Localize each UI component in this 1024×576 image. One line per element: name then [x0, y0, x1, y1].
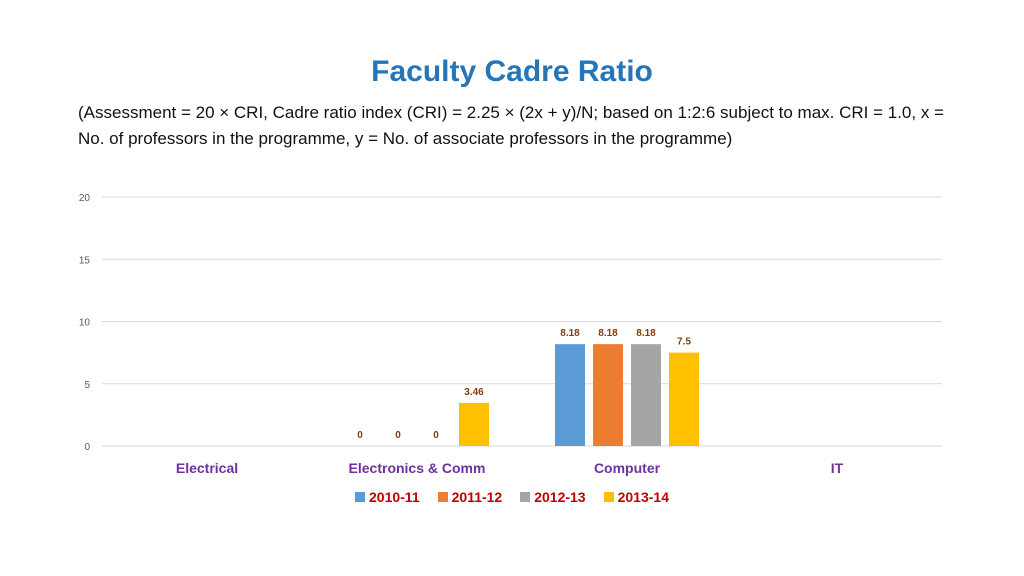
data-label: 0 — [433, 430, 439, 441]
legend-item: 2010-11 — [355, 489, 420, 505]
legend-swatch — [603, 492, 614, 502]
legend-item: 2012-13 — [520, 489, 586, 505]
y-tick-label: 10 — [79, 318, 91, 329]
y-tick-label: 5 — [84, 380, 90, 391]
data-label: 8.18 — [598, 328, 618, 339]
legend-item: 2013-14 — [603, 489, 669, 505]
data-label: 8.18 — [560, 328, 580, 339]
data-label: 3.46 — [464, 387, 484, 398]
legend-swatch — [355, 492, 365, 502]
data-label: 0 — [395, 430, 401, 441]
y-tick-label: 0 — [84, 442, 90, 453]
chart-title: Faculty Cadre Ratio — [371, 55, 653, 88]
x-tick-label: Electrical — [176, 460, 238, 476]
chart-legend: 2010-11 2011-12 2012-13 2013-14 — [0, 489, 1024, 505]
legend-swatch — [520, 492, 531, 502]
legend-swatch — [437, 492, 448, 502]
data-label: 7.5 — [677, 337, 691, 348]
legend-item: 2011-12 — [437, 489, 503, 505]
bar — [555, 344, 585, 446]
x-tick-label: IT — [831, 460, 844, 476]
y-tick-label: 15 — [79, 255, 91, 266]
legend-label: 2011-12 — [451, 489, 503, 505]
y-tick-label: 20 — [79, 193, 91, 204]
legend-label: 2013-14 — [617, 489, 669, 505]
legend-label: 2012-13 — [534, 489, 586, 505]
x-tick-label: Computer — [594, 460, 661, 476]
x-tick-label: Electronics & Comm — [349, 460, 486, 476]
bar — [631, 344, 661, 446]
data-label: 0 — [357, 430, 363, 441]
chart-subtitle: (Assessment = 20 × CRI, Cadre ratio inde… — [78, 103, 944, 148]
bar — [669, 352, 699, 446]
bar — [593, 344, 623, 446]
data-label: 8.18 — [636, 328, 656, 339]
bar — [459, 402, 489, 446]
legend-label: 2010-11 — [369, 489, 420, 505]
